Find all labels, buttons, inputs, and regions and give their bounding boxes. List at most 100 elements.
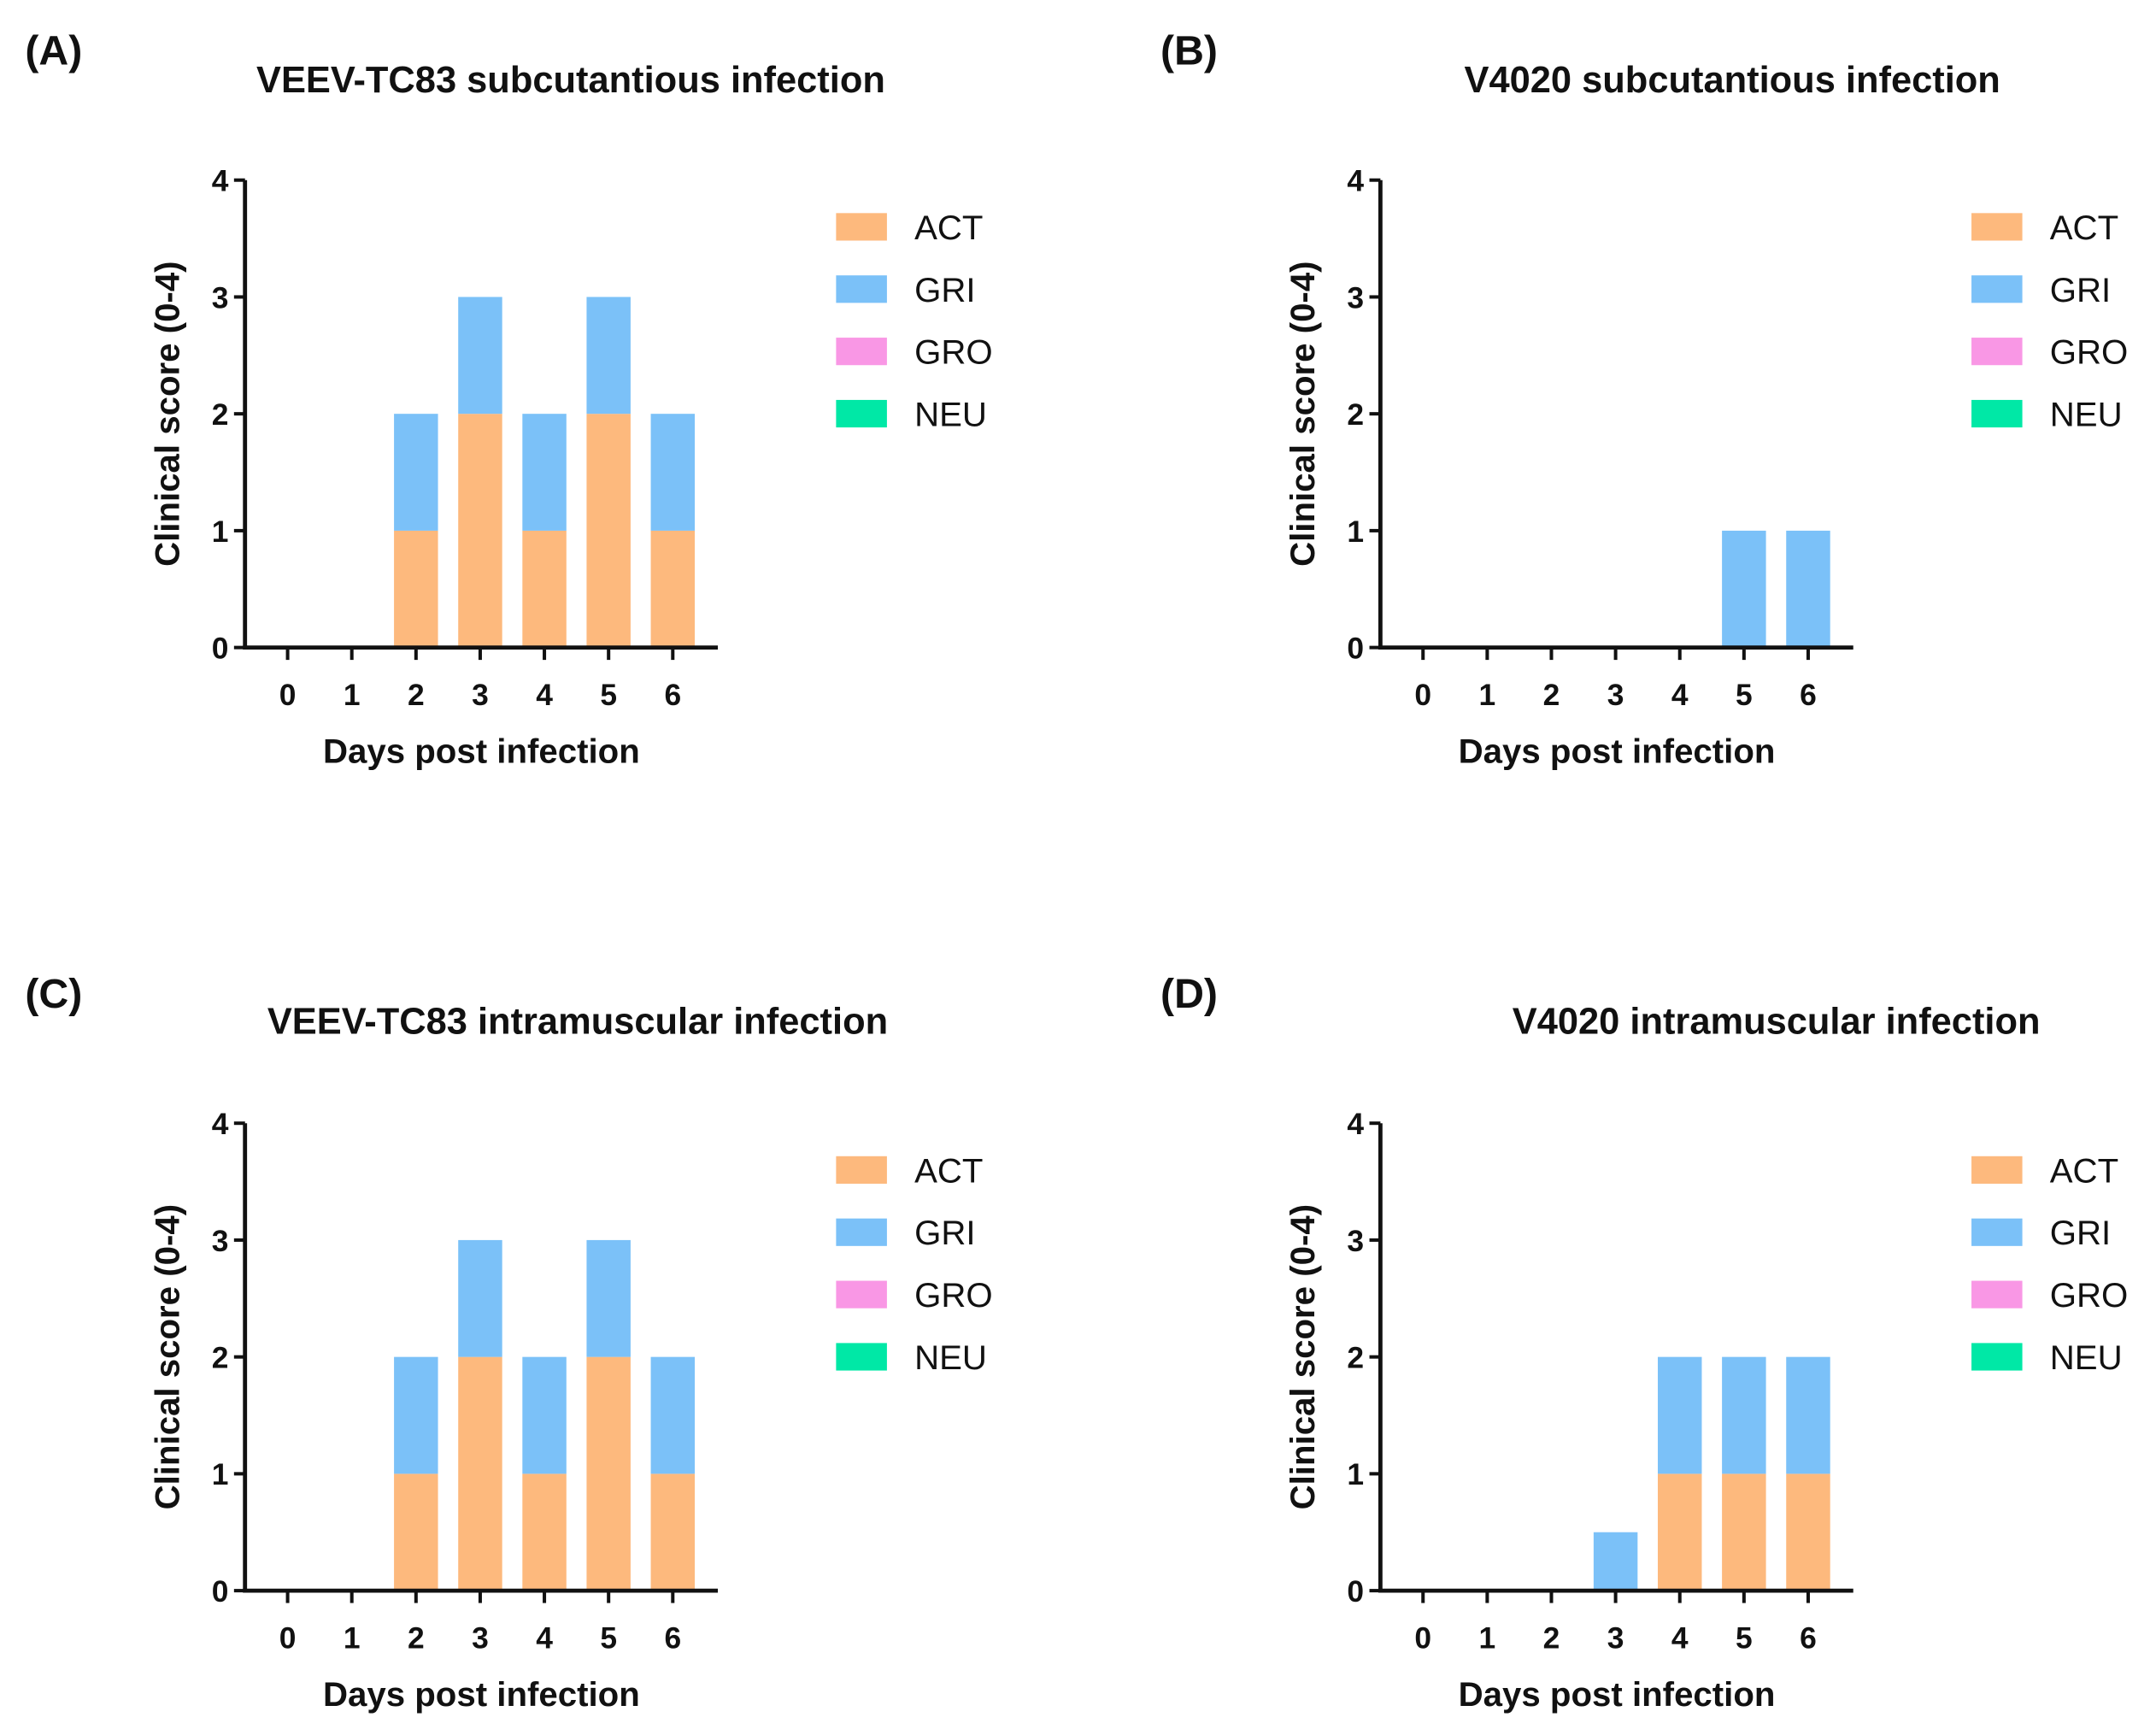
x-tick-label: 2 <box>1543 1622 1560 1656</box>
legend-swatch-gri <box>1971 1218 2023 1246</box>
y-tick-label: 3 <box>212 281 229 315</box>
x-axis-title: Days post infection <box>323 1675 640 1714</box>
legend-label-neu: NEU <box>2050 1338 2123 1377</box>
x-tick-label: 1 <box>1479 1622 1496 1656</box>
x-tick-label: 4 <box>1671 1622 1689 1656</box>
x-axis-title: Days post infection <box>1459 732 1776 771</box>
bar-act-day-5 <box>1722 1473 1766 1591</box>
bar-gri-day-4 <box>1657 1356 1702 1474</box>
x-tick-label: 1 <box>344 1622 361 1656</box>
y-axis-title: Clinical score (0-4) <box>149 261 187 567</box>
y-tick-label: 2 <box>1347 398 1364 432</box>
bar-gri-day-5 <box>1722 1356 1766 1474</box>
x-tick-label: 6 <box>1800 1622 1817 1656</box>
x-axis-title: Days post infection <box>323 732 640 771</box>
bar-act-day-4 <box>522 1473 567 1591</box>
legend-swatch-neu <box>836 399 887 428</box>
legend-swatch-act <box>1971 1156 2023 1184</box>
y-axis-title: Clinical score (0-4) <box>149 1204 187 1510</box>
bar-gri-day-3 <box>458 1239 502 1357</box>
legend-label-gro: GRO <box>2050 333 2129 372</box>
y-tick-label: 3 <box>1347 281 1364 315</box>
legend-label-gri: GRI <box>914 1214 975 1252</box>
x-tick-label: 4 <box>536 679 553 712</box>
y-tick-label: 2 <box>1347 1342 1364 1375</box>
bar-gri-day-5 <box>586 1239 631 1357</box>
chart-title: V4020 subcutantious infection <box>1465 60 2000 101</box>
bar-gri-day-4 <box>522 1356 567 1474</box>
bar-gri-day-3 <box>1593 1532 1638 1591</box>
legend-label-gro: GRO <box>914 333 993 372</box>
bar-act-day-2 <box>394 530 438 648</box>
y-tick-label: 1 <box>1347 1458 1364 1491</box>
legend-swatch-gro <box>1971 1280 2023 1309</box>
legend: ACT GRI GRO NEU <box>1971 209 2129 433</box>
bar-act-day-6 <box>1786 1473 1830 1591</box>
legend-swatch-act <box>1971 213 2023 241</box>
legend-swatch-act <box>836 213 887 241</box>
x-tick-label: 5 <box>600 679 617 712</box>
legend-swatch-act <box>836 1156 887 1184</box>
bar-gri-day-5 <box>1722 530 1766 648</box>
x-tick-label: 2 <box>408 679 425 712</box>
x-tick-label: 6 <box>1800 679 1817 712</box>
bar-act-day-4 <box>522 530 567 648</box>
y-tick-label: 2 <box>212 398 229 432</box>
bar-act-day-3 <box>458 1356 502 1591</box>
bar-act-day-5 <box>586 1356 631 1591</box>
legend-label-gri: GRI <box>914 271 975 309</box>
legend-label-gro: GRO <box>914 1276 993 1314</box>
chart-panel: (C) VEEV-TC83 intramuscular infection 0 1 2 3… <box>25 971 992 1714</box>
bar-gri-day-2 <box>394 414 438 531</box>
x-tick-label: 2 <box>408 1622 425 1656</box>
bar-act-day-6 <box>650 1473 696 1591</box>
legend-label-neu: NEU <box>914 1338 987 1377</box>
bar-act-day-4 <box>1657 1473 1702 1591</box>
chart-title: VEEV-TC83 intramuscular infection <box>267 1002 888 1043</box>
x-tick-label: 0 <box>1414 1622 1431 1656</box>
legend-label-act: ACT <box>2050 1151 2118 1190</box>
legend-label-gro: GRO <box>2050 1276 2129 1314</box>
y-axis-title: Clinical score (0-4) <box>1284 1204 1322 1510</box>
y-tick-label: 3 <box>1347 1225 1364 1258</box>
y-tick-label: 4 <box>212 165 229 198</box>
x-tick-label: 6 <box>664 679 681 712</box>
legend-swatch-gro <box>1971 338 2023 366</box>
x-tick-label: 3 <box>472 1622 489 1656</box>
y-tick-label: 4 <box>1347 1108 1364 1141</box>
legend-label-neu: NEU <box>2050 395 2123 433</box>
x-tick-label: 3 <box>1607 1622 1624 1656</box>
legend-label-act: ACT <box>914 1151 983 1190</box>
x-tick-label: 5 <box>1736 1622 1753 1656</box>
y-tick-label: 2 <box>212 1342 229 1375</box>
legend-swatch-neu <box>1971 1343 2023 1371</box>
legend-label-act: ACT <box>914 209 983 247</box>
bar-act-day-6 <box>650 530 696 648</box>
bar-act-day-5 <box>586 414 631 648</box>
chart-panel: (A) VEEV-TC83 subcutantious infection 0 1 2 3… <box>25 28 992 771</box>
x-tick-label: 2 <box>1543 679 1560 712</box>
y-tick-label: 0 <box>212 632 229 665</box>
x-tick-label: 3 <box>1607 679 1624 712</box>
x-axis-title: Days post infection <box>1459 1675 1776 1714</box>
y-tick-label: 4 <box>1347 165 1364 198</box>
chart-title: V4020 intramuscular infection <box>1513 1002 2041 1043</box>
legend-swatch-gri <box>836 1218 887 1246</box>
x-tick-label: 4 <box>1671 679 1689 712</box>
legend-swatch-gro <box>836 338 887 366</box>
chart-panel: (D) V4020 intramuscular infection 0 1 2 3 4 0 1 2… <box>1160 971 2128 1714</box>
y-tick-label: 1 <box>212 1458 229 1491</box>
bar-gri-day-2 <box>394 1356 438 1474</box>
x-tick-label: 4 <box>536 1622 553 1656</box>
panel-label: (B) <box>1160 28 1218 74</box>
legend-swatch-gri <box>836 275 887 303</box>
legend-label-neu: NEU <box>914 395 987 433</box>
bar-gri-day-5 <box>586 297 631 415</box>
y-tick-label: 0 <box>1347 632 1364 665</box>
bar-act-day-3 <box>458 414 502 648</box>
legend: ACT GRI GRO NEU <box>1971 1151 2128 1377</box>
bar-gri-day-4 <box>522 414 567 531</box>
bar-gri-day-6 <box>650 414 696 531</box>
y-tick-label: 0 <box>212 1575 229 1609</box>
bar-act-day-2 <box>394 1473 438 1591</box>
